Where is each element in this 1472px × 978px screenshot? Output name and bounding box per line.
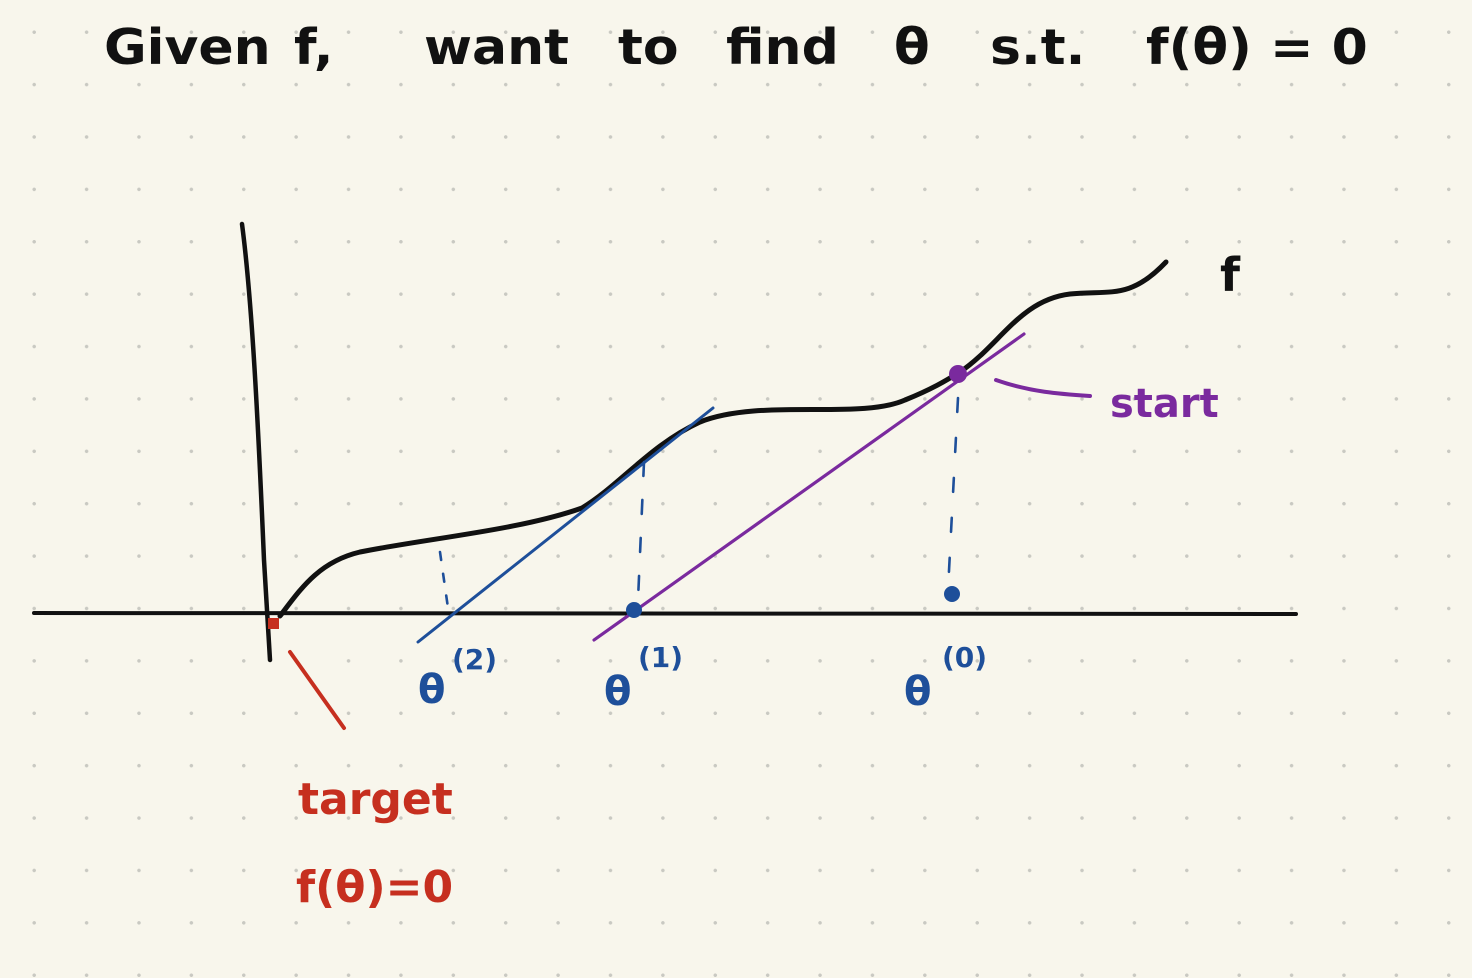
target-label: target (298, 774, 453, 825)
y-axis (239, 221, 273, 663)
tangent-line-start (592, 332, 1026, 642)
theta0-symbol: θ (904, 669, 932, 715)
title-word-st: s.t. (990, 19, 1086, 77)
x-axis (32, 611, 1298, 616)
start-label: start (1110, 381, 1219, 427)
title-word-equation: f(θ) = 0 (1146, 19, 1368, 77)
target-pointer (288, 650, 346, 730)
target-point (268, 618, 279, 629)
dashed-projection-theta1 (636, 460, 646, 602)
function-curve (277, 259, 1169, 619)
title-word-to: to (618, 19, 679, 77)
theta2-superscript: (2) (452, 643, 498, 676)
title-word-find: find (726, 19, 839, 77)
title-word-want: want (424, 19, 570, 77)
title-word-given: Given (104, 19, 271, 77)
theta0-superscript: (0) (942, 641, 988, 674)
start-pointer (994, 378, 1092, 398)
target-equation: f(θ)=0 (296, 862, 454, 913)
dashed-projection-theta2 (438, 550, 450, 610)
tangent-line-theta1 (416, 406, 715, 644)
theta0-point (944, 586, 960, 602)
start-point (949, 365, 967, 383)
title-word-f: f, (294, 19, 334, 77)
title-word-theta: θ (894, 19, 930, 77)
theta1-point (626, 602, 642, 618)
theta1-superscript: (1) (638, 641, 684, 674)
curve-label: f (1220, 248, 1241, 302)
dashed-projection-theta0 (946, 396, 960, 592)
theta1-symbol: θ (604, 669, 632, 715)
theta2-symbol: θ (418, 667, 446, 713)
